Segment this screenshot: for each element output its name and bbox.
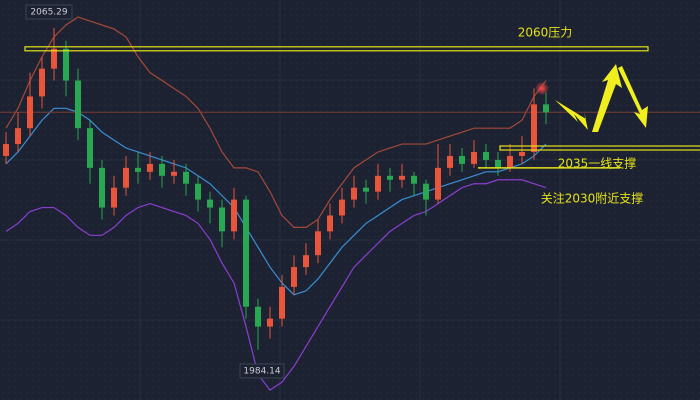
indicator-line [5, 179, 547, 391]
candle-body [519, 151, 525, 156]
candle-body [447, 155, 453, 168]
candle-body [3, 144, 9, 156]
level-label: 关注2030附近支撑 [541, 190, 644, 205]
level-line [499, 145, 700, 151]
candle-body [531, 104, 537, 152]
candle-body [39, 68, 45, 97]
candle-body [243, 199, 249, 307]
candle-body [459, 155, 465, 164]
level-line [24, 46, 649, 52]
arrow-up [592, 64, 622, 132]
candle-body [507, 155, 513, 168]
last-price-glow [535, 81, 549, 96]
price-label-box [239, 363, 285, 379]
candle-body [327, 215, 333, 232]
candle-body [399, 175, 405, 180]
candle-body [387, 175, 393, 180]
candle-body [255, 306, 261, 327]
candle-body [171, 171, 177, 176]
candle-body [123, 167, 129, 188]
candle-body [471, 151, 477, 164]
candle-body [135, 167, 141, 172]
candle-body [99, 167, 105, 208]
indicator-line [5, 107, 547, 296]
candle-body [291, 267, 297, 287]
candle-body [543, 104, 549, 113]
candle-body [111, 187, 117, 208]
candle-body [147, 163, 153, 172]
candle-body [15, 128, 21, 145]
candle-body [51, 48, 57, 69]
min-price-label: 1984.14 [243, 367, 280, 377]
candle-body [375, 175, 381, 192]
candle-body [315, 231, 321, 256]
candle-body [495, 159, 501, 168]
candle-body [87, 128, 93, 168]
candle-body [267, 318, 273, 327]
arrow-down [555, 100, 588, 130]
arrow-down [618, 66, 648, 128]
max-price-label: 2065.29 [30, 8, 67, 18]
candle-body [339, 199, 345, 216]
candle-body [219, 207, 225, 232]
candle-body [435, 167, 441, 200]
candle-body [183, 171, 189, 184]
candle-body [423, 183, 429, 200]
candle-body [195, 183, 201, 200]
candle-body [231, 199, 237, 232]
indicator-line [5, 16, 547, 228]
candle-body [483, 151, 489, 160]
candle-body [279, 286, 285, 319]
plot: 2065.29 1984.14 [0, 4, 700, 391]
candle-body [411, 175, 417, 184]
candle-body [27, 96, 33, 129]
candle-body [159, 163, 165, 176]
candle-body [303, 255, 309, 268]
candle-body [207, 199, 213, 208]
candle-body [75, 80, 81, 129]
price-label-box [25, 4, 73, 20]
candle-body [63, 48, 69, 81]
level-label: 2060压力 [518, 25, 573, 39]
candle-body [363, 187, 369, 192]
candle-body [351, 187, 357, 200]
level-label: 2035一线支撑 [558, 156, 637, 171]
